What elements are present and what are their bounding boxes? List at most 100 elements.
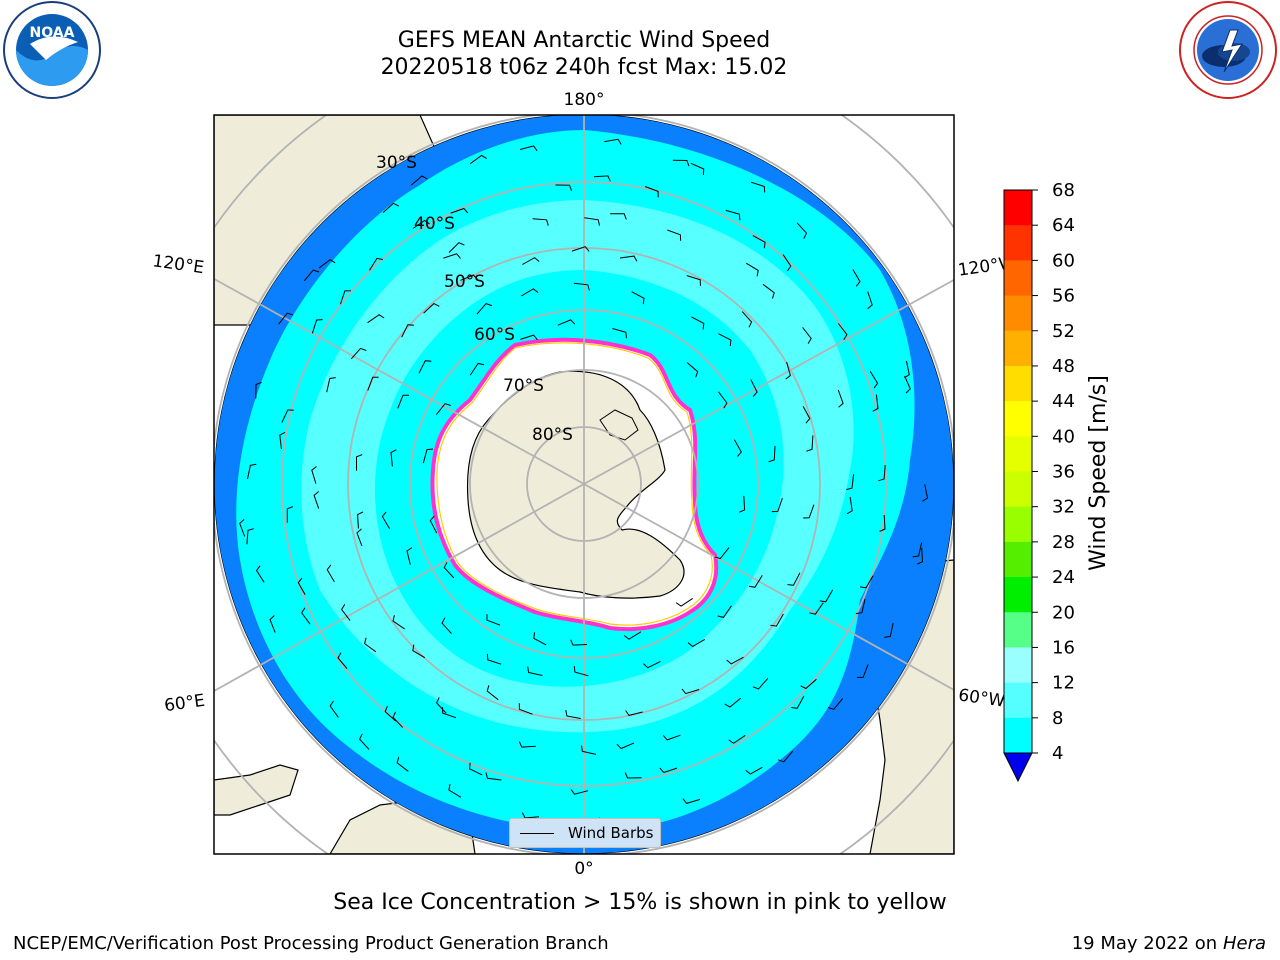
wind-barb xyxy=(741,311,753,328)
wind-barb xyxy=(522,257,540,265)
wind-barb xyxy=(644,186,659,198)
wind-barb xyxy=(382,202,400,213)
wind-barb xyxy=(356,454,363,471)
wind-barb xyxy=(521,288,539,297)
wind-barb xyxy=(369,257,383,271)
lat-label-30s: 30°S xyxy=(376,153,417,173)
wind-barb xyxy=(518,741,536,748)
wind-barb xyxy=(809,602,824,615)
wind-barb xyxy=(733,439,742,457)
nws-logo xyxy=(1178,0,1278,104)
wind-barb xyxy=(745,262,759,277)
colorbar-swatch xyxy=(1004,471,1032,508)
wind-barb xyxy=(912,542,923,558)
lat-label-80s: 80°S xyxy=(532,425,573,445)
wind-barb xyxy=(616,742,635,750)
wind-barb xyxy=(750,379,758,397)
colorbar-swatch xyxy=(1004,225,1032,261)
wind-barb xyxy=(422,448,434,464)
wind-barb xyxy=(364,637,377,653)
wind-barb xyxy=(724,697,742,708)
wind-barb xyxy=(593,175,611,182)
wind-barb xyxy=(429,515,438,534)
wind-barb xyxy=(469,362,485,376)
wind-barb xyxy=(762,283,775,299)
wind-barb xyxy=(441,617,452,634)
colorbar-tick-label: 68 xyxy=(1052,180,1075,201)
noaa-logo-text: NOAA xyxy=(30,25,75,41)
wind-barb xyxy=(604,138,622,145)
wind-barb xyxy=(659,767,678,774)
wind-barb xyxy=(728,734,746,744)
wind-barb xyxy=(311,319,323,334)
wind-barb xyxy=(584,217,600,226)
wind-barb xyxy=(687,638,706,648)
wind-barb xyxy=(340,604,351,621)
wind-barb xyxy=(443,253,461,259)
lat-label-40s: 40°S xyxy=(414,214,455,234)
wind-barb xyxy=(557,319,576,326)
wind-barb xyxy=(448,784,462,798)
wind-barb xyxy=(714,547,730,560)
legend-line-swatch xyxy=(520,832,554,834)
wind-barb xyxy=(329,700,339,718)
wind-barb xyxy=(770,613,784,627)
wind-barb xyxy=(570,789,589,795)
caption: Sea Ice Concentration > 15% is shown in … xyxy=(333,890,947,915)
wind-barb xyxy=(819,589,834,603)
wind-barb xyxy=(358,733,370,750)
colorbar-swatch xyxy=(1004,295,1032,332)
wind-barb xyxy=(412,644,426,659)
footer-credit: NCEP/EMC/Verification Post Processing Pr… xyxy=(13,933,609,954)
colorbar-swatch xyxy=(1004,612,1032,648)
wind-barb xyxy=(623,631,642,640)
wind-barb xyxy=(443,562,455,579)
footer-date: 19 May 2022 on Hera xyxy=(1072,933,1266,954)
wind-barb xyxy=(318,259,336,269)
land-madagascar xyxy=(214,764,299,816)
wind-barb xyxy=(279,431,286,450)
colorbar-tick-label: 64 xyxy=(1052,215,1075,236)
wind-barb xyxy=(518,703,533,715)
colorbar-swatch xyxy=(1004,436,1032,472)
wind-barb xyxy=(791,695,805,709)
wind-barb xyxy=(239,519,246,537)
wind-barb xyxy=(718,333,732,347)
wind-barb xyxy=(691,316,705,330)
wind-barb xyxy=(450,207,469,214)
wind-barb xyxy=(281,409,294,423)
wind-barb xyxy=(662,734,681,741)
wind-barb xyxy=(682,798,701,804)
wind-barb xyxy=(748,575,763,588)
wind-barb xyxy=(406,547,413,565)
wind-barb xyxy=(717,605,732,618)
wind-barb xyxy=(486,685,499,701)
wind-barb xyxy=(247,463,257,480)
lat-label-60s: 60°S xyxy=(474,325,515,345)
wind-barb xyxy=(803,504,815,519)
wind-barb xyxy=(326,377,336,393)
wind-barb xyxy=(718,391,728,409)
wind-barb xyxy=(410,175,428,186)
wind-barb xyxy=(533,632,547,646)
colorbar-tick-label: 28 xyxy=(1052,532,1075,553)
wind-barb xyxy=(667,229,682,241)
colorbar-swatch xyxy=(1004,647,1032,684)
colorbar-swatch xyxy=(1004,577,1032,613)
wind-barb xyxy=(625,710,643,716)
wind-barbs xyxy=(239,138,929,829)
wind-barb xyxy=(867,291,873,310)
wind-barb xyxy=(303,269,320,282)
wind-barb xyxy=(350,347,367,360)
colorbar-swatch xyxy=(1004,682,1032,719)
wind-barb xyxy=(855,598,866,615)
wind-barb xyxy=(916,547,924,565)
wind-barb xyxy=(519,145,538,152)
wind-barb xyxy=(573,282,590,291)
wind-barb xyxy=(681,688,700,695)
colorbar-swatch xyxy=(1004,717,1032,754)
wind-barb xyxy=(326,564,335,582)
wind-barb xyxy=(860,575,874,589)
wind-barb xyxy=(777,750,794,763)
colorbar-swatch xyxy=(1004,541,1032,578)
